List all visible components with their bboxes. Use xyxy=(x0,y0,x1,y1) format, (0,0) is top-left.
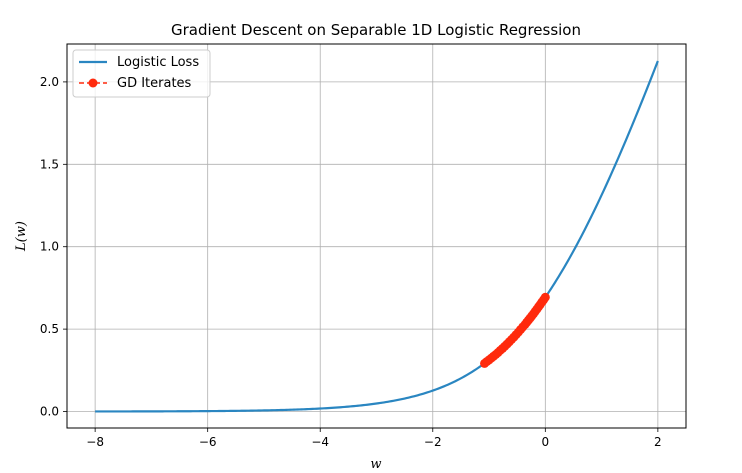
grid xyxy=(67,44,686,428)
y-axis-label: L(w) xyxy=(14,221,29,252)
legend: Logistic Loss GD Iterates xyxy=(72,49,211,98)
ticks: −8 −6 −4 −2 0 2 0.0 0.5 1.0 1.5 2.0 xyxy=(40,75,662,449)
x-tick-label: −4 xyxy=(311,435,329,449)
gd-iterate-point xyxy=(480,358,490,368)
chart-title: Gradient Descent on Separable 1D Logisti… xyxy=(171,21,581,39)
x-axis-label: w xyxy=(370,457,381,472)
y-tick-label: 1.0 xyxy=(40,240,59,254)
legend-box xyxy=(72,49,211,98)
axes-frame xyxy=(66,43,687,429)
series-logistic-loss-line xyxy=(95,60,659,413)
plot-area xyxy=(95,60,659,413)
legend-label-gd-iterates: GD Iterates xyxy=(117,76,192,91)
y-tick-label: 2.0 xyxy=(40,75,59,89)
x-tick-label: 0 xyxy=(541,435,549,449)
y-tick-label: 1.5 xyxy=(40,157,59,171)
x-tick-label: 2 xyxy=(654,435,662,449)
legend-label-logistic-loss: Logistic Loss xyxy=(117,55,199,70)
y-tick-label: 0.5 xyxy=(40,322,59,336)
x-tick-label: −8 xyxy=(86,435,104,449)
x-tick-label: −6 xyxy=(199,435,217,449)
x-tick-label: −2 xyxy=(424,435,442,449)
legend-marker-gd-iterates xyxy=(88,78,98,88)
y-tick-label: 0.0 xyxy=(40,405,59,419)
